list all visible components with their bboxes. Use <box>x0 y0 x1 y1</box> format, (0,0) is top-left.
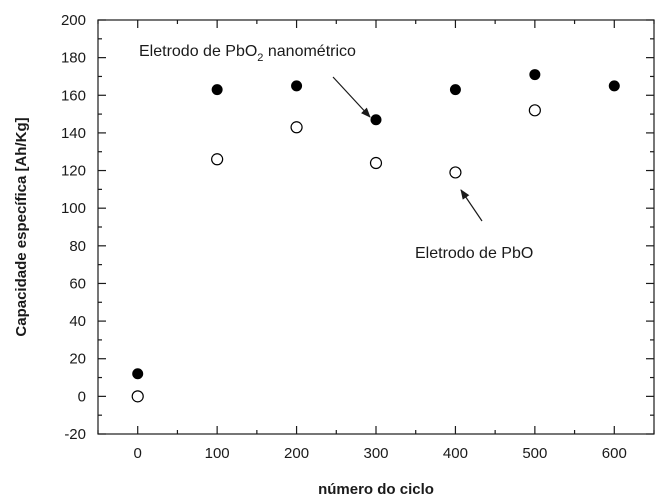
y-axis-title: Capacidade específica [Ah/Kg] <box>13 117 30 336</box>
y-tick-label: 160 <box>61 87 86 104</box>
annotation-pbo-arrow <box>460 189 483 222</box>
x-tick-label: 100 <box>205 445 230 462</box>
open-data-point <box>449 166 462 179</box>
annotation-pbo2-suffix: nanométrico <box>263 43 356 60</box>
y-tick-label: 0 <box>78 388 86 405</box>
y-tick-label: 80 <box>69 238 86 255</box>
y-tick-label: 100 <box>61 200 86 217</box>
annotation-pbo2-text: Eletrodo de PbO <box>139 43 257 60</box>
y-tick-label: 140 <box>61 125 86 142</box>
x-tick-label: 400 <box>443 445 468 462</box>
annotation-pbo-label: Eletrodo de PbO <box>415 245 533 262</box>
open-data-point <box>290 121 303 134</box>
x-tick-label: 500 <box>522 445 547 462</box>
y-axis-ticks <box>98 19 654 435</box>
x-axis-tick-labels: 0 100 200 300 400 500 600 <box>134 445 627 462</box>
annotation-pbo2-label: Eletrodo de PbO2 nanométrico <box>139 43 356 64</box>
filled-data-point <box>291 80 303 92</box>
x-tick-label: 200 <box>284 445 309 462</box>
plot-frame <box>97 19 655 435</box>
annotation-pbo: Eletrodo de PbO <box>415 189 533 262</box>
y-tick-label: 200 <box>61 12 86 29</box>
data-series <box>131 69 620 403</box>
filled-data-point <box>211 84 223 96</box>
annotation-pbo2-nanometric: Eletrodo de PbO2 nanométrico <box>139 43 371 118</box>
y-tick-label: 180 <box>61 50 86 67</box>
filled-data-point <box>370 114 382 126</box>
open-data-point <box>131 390 144 403</box>
series-1 <box>131 104 541 403</box>
filled-data-point <box>529 69 541 81</box>
annotation-pbo2-subscript: 2 <box>257 52 263 64</box>
y-tick-label: 40 <box>69 313 86 330</box>
open-data-point <box>369 156 383 170</box>
y-tick-label: 20 <box>69 351 86 368</box>
open-data-point <box>528 104 541 117</box>
filled-data-point <box>608 80 620 92</box>
open-data-point <box>211 153 224 166</box>
filled-data-point <box>132 368 144 380</box>
x-tick-label: 600 <box>602 445 627 462</box>
x-tick-label: 0 <box>134 445 142 462</box>
x-axis-ticks <box>97 20 655 434</box>
y-tick-label: 60 <box>69 275 86 292</box>
annotation-pbo2-arrow <box>332 76 371 118</box>
x-tick-label: 300 <box>363 445 388 462</box>
y-tick-label: -20 <box>64 426 86 443</box>
series-0 <box>132 69 620 380</box>
filled-data-point <box>449 84 461 96</box>
y-axis-tick-labels: -20 0 20 40 60 80 100 120 140 160 180 200 <box>61 12 86 443</box>
x-axis-title: número do ciclo <box>318 481 434 498</box>
y-tick-label: 120 <box>61 163 86 180</box>
